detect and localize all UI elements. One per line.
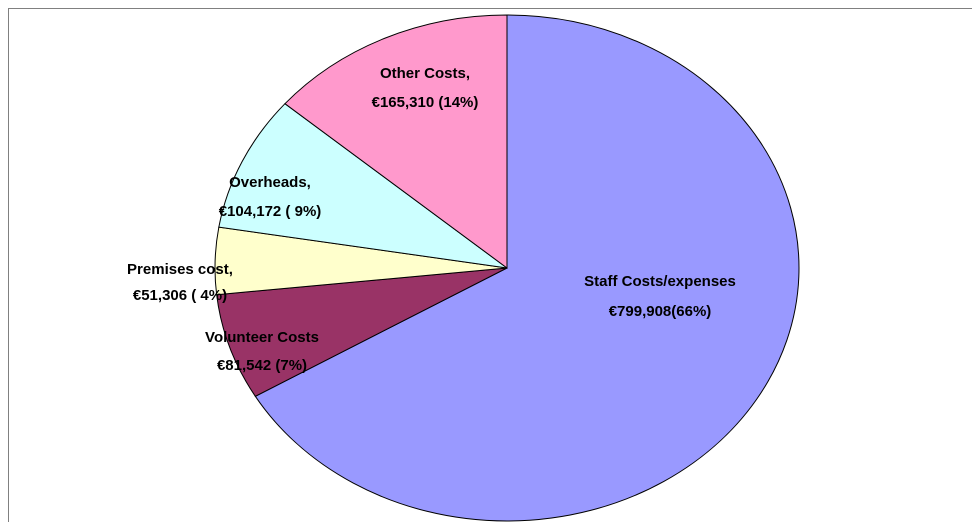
pie-slice — [254, 14, 800, 522]
value-label: €799,908(66%) — [609, 303, 712, 320]
value-label: €81,542 (7%) — [217, 357, 307, 374]
value-label: €51,306 ( 4%) — [133, 287, 227, 304]
slice-label: Staff Costs/expenses — [584, 273, 736, 290]
slice-label: Overheads, — [229, 174, 311, 191]
slice-label: Other Costs, — [380, 65, 470, 82]
pie-slice — [284, 14, 508, 269]
slice-label: Premises cost, — [127, 261, 233, 278]
pie-slice — [216, 267, 508, 397]
pie-slice — [218, 103, 508, 269]
value-label: €165,310 (14%) — [372, 94, 479, 111]
slice-label: Volunteer Costs — [205, 329, 319, 346]
value-label: €104,172 ( 9%) — [219, 203, 322, 220]
